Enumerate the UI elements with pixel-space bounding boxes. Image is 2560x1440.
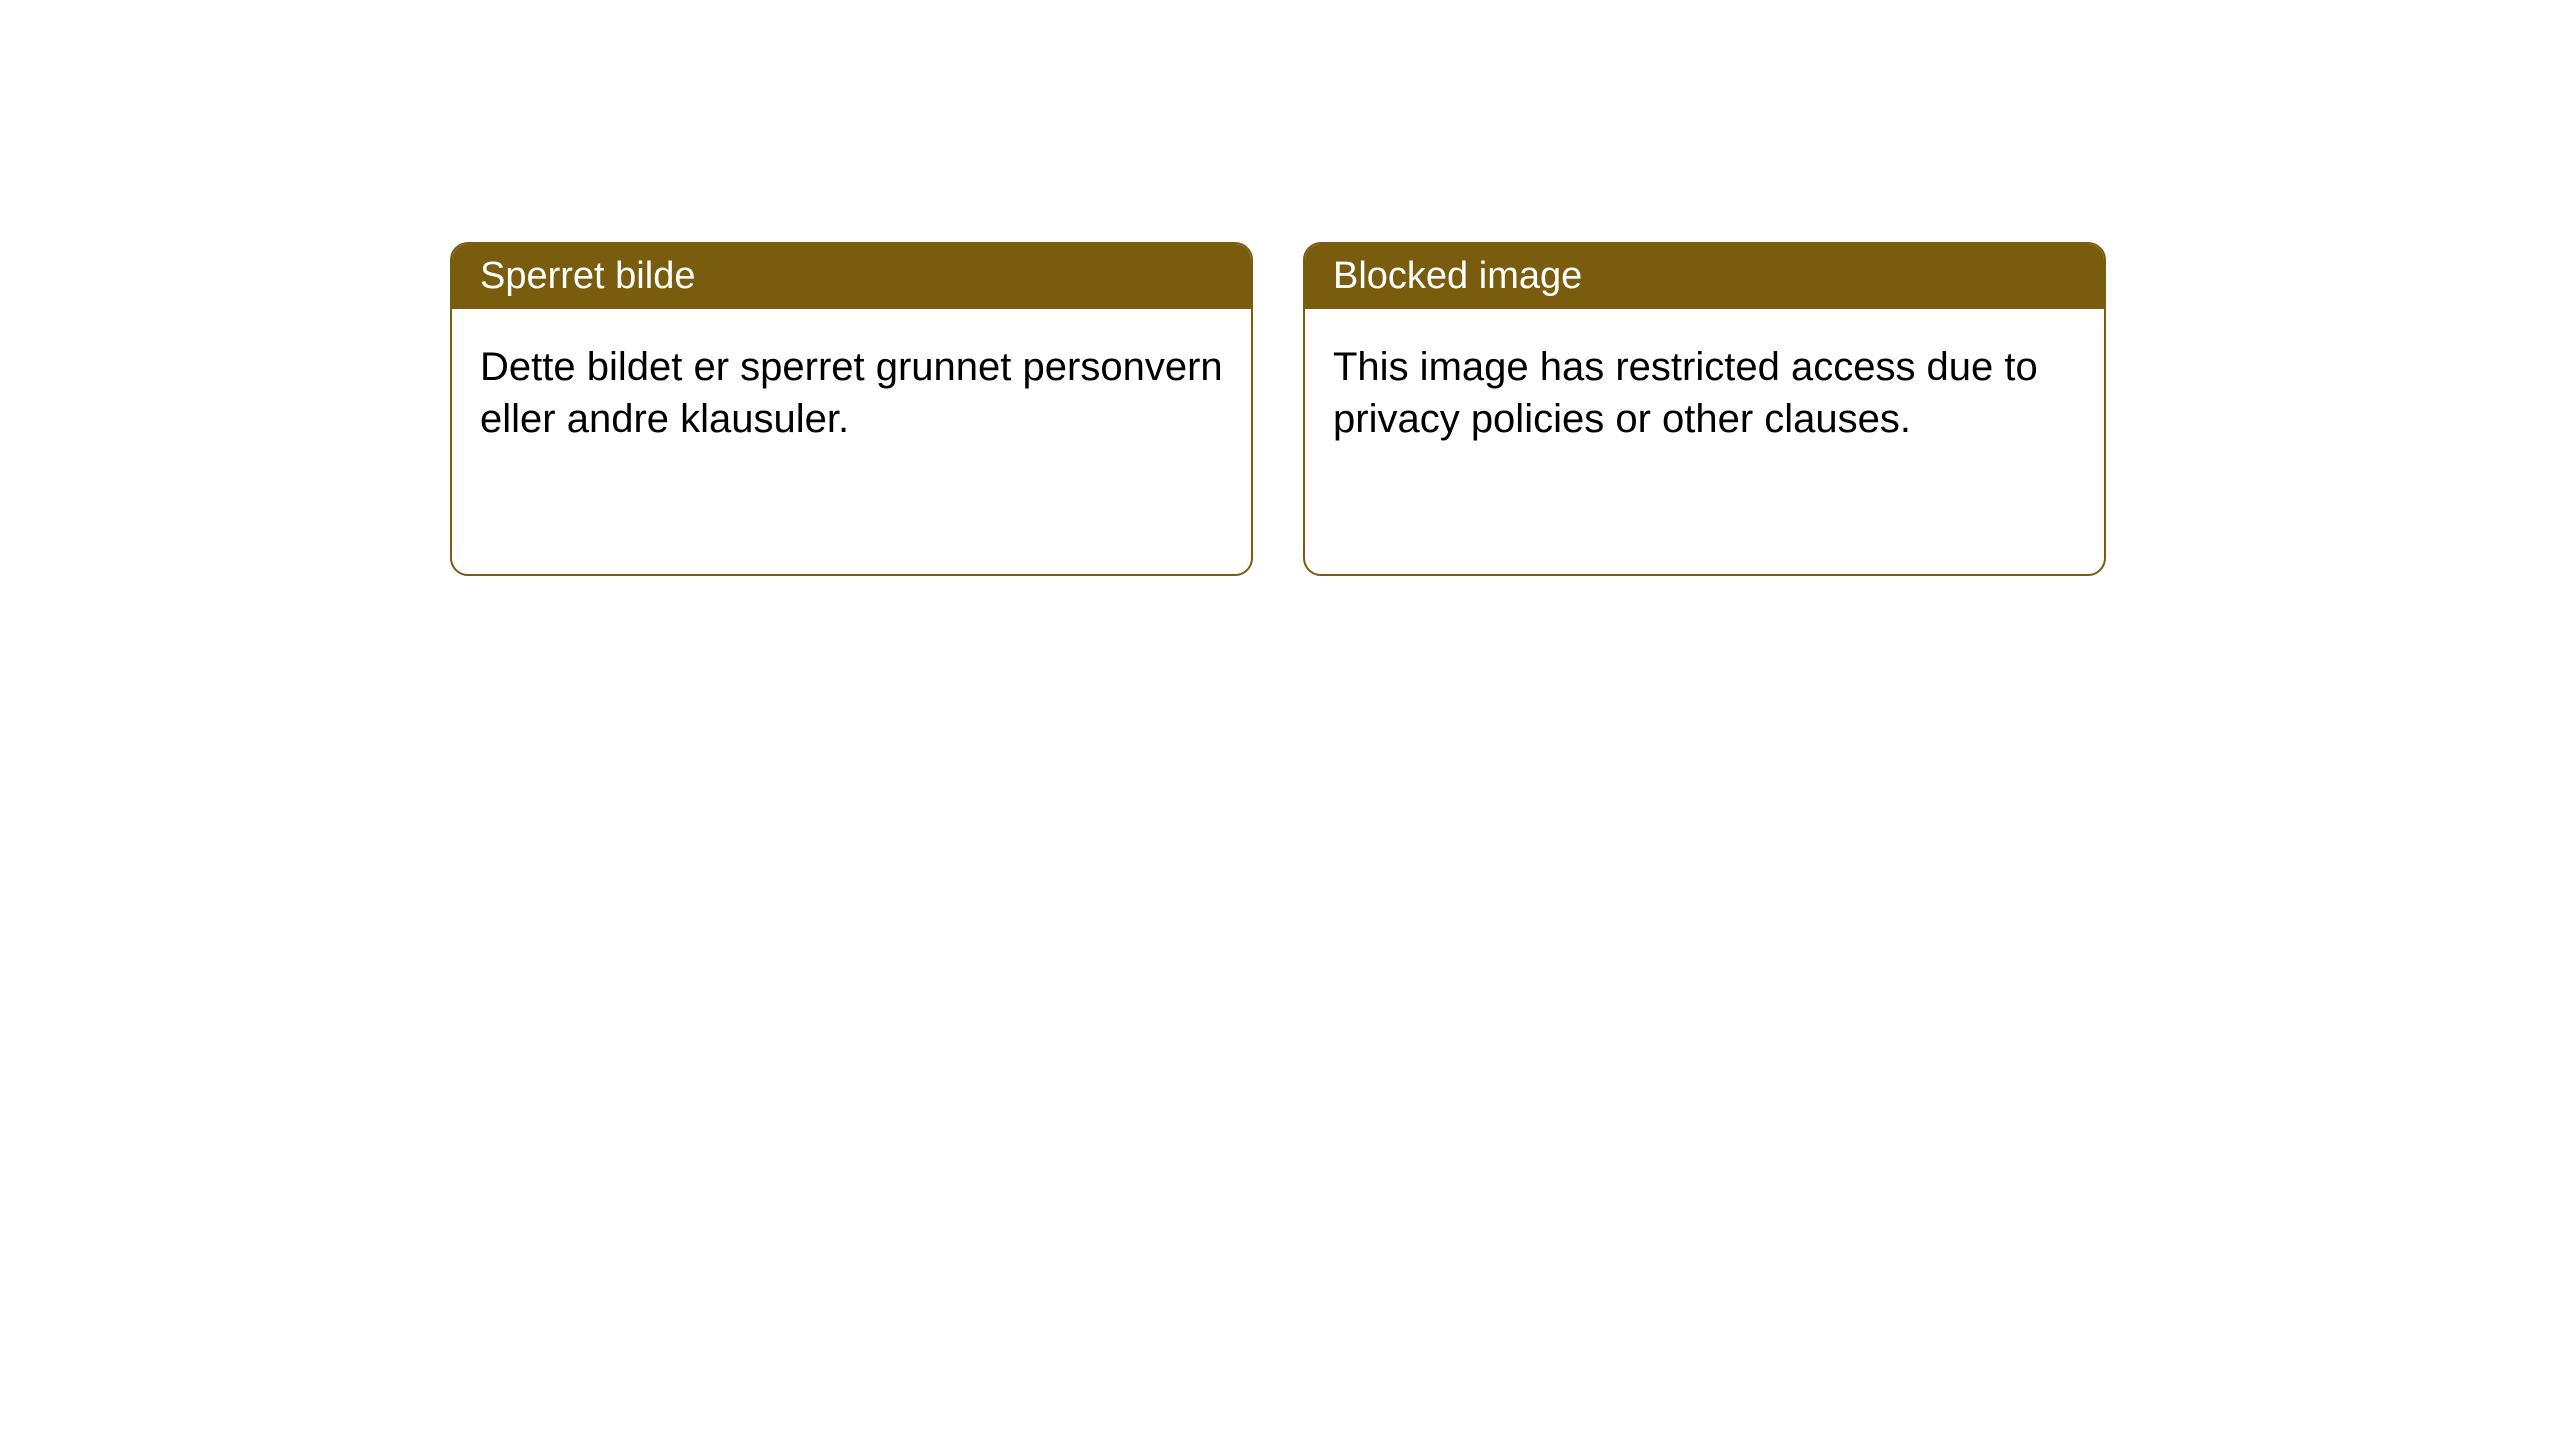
panel-title-norwegian: Sperret bilde: [480, 255, 695, 297]
notice-panel-english: Blocked image This image has restricted …: [1303, 242, 2106, 576]
panel-message-norwegian: Dette bildet er sperret grunnet personve…: [480, 345, 1223, 441]
panel-header-norwegian: Sperret bilde: [452, 244, 1251, 309]
panel-title-english: Blocked image: [1333, 255, 1582, 297]
notice-container: Sperret bilde Dette bildet er sperret gr…: [450, 242, 2106, 576]
panel-header-english: Blocked image: [1305, 244, 2104, 309]
panel-message-english: This image has restricted access due to …: [1333, 345, 2038, 441]
notice-panel-norwegian: Sperret bilde Dette bildet er sperret gr…: [450, 242, 1253, 576]
panel-body-norwegian: Dette bildet er sperret grunnet personve…: [452, 309, 1251, 477]
panel-body-english: This image has restricted access due to …: [1305, 309, 2104, 477]
